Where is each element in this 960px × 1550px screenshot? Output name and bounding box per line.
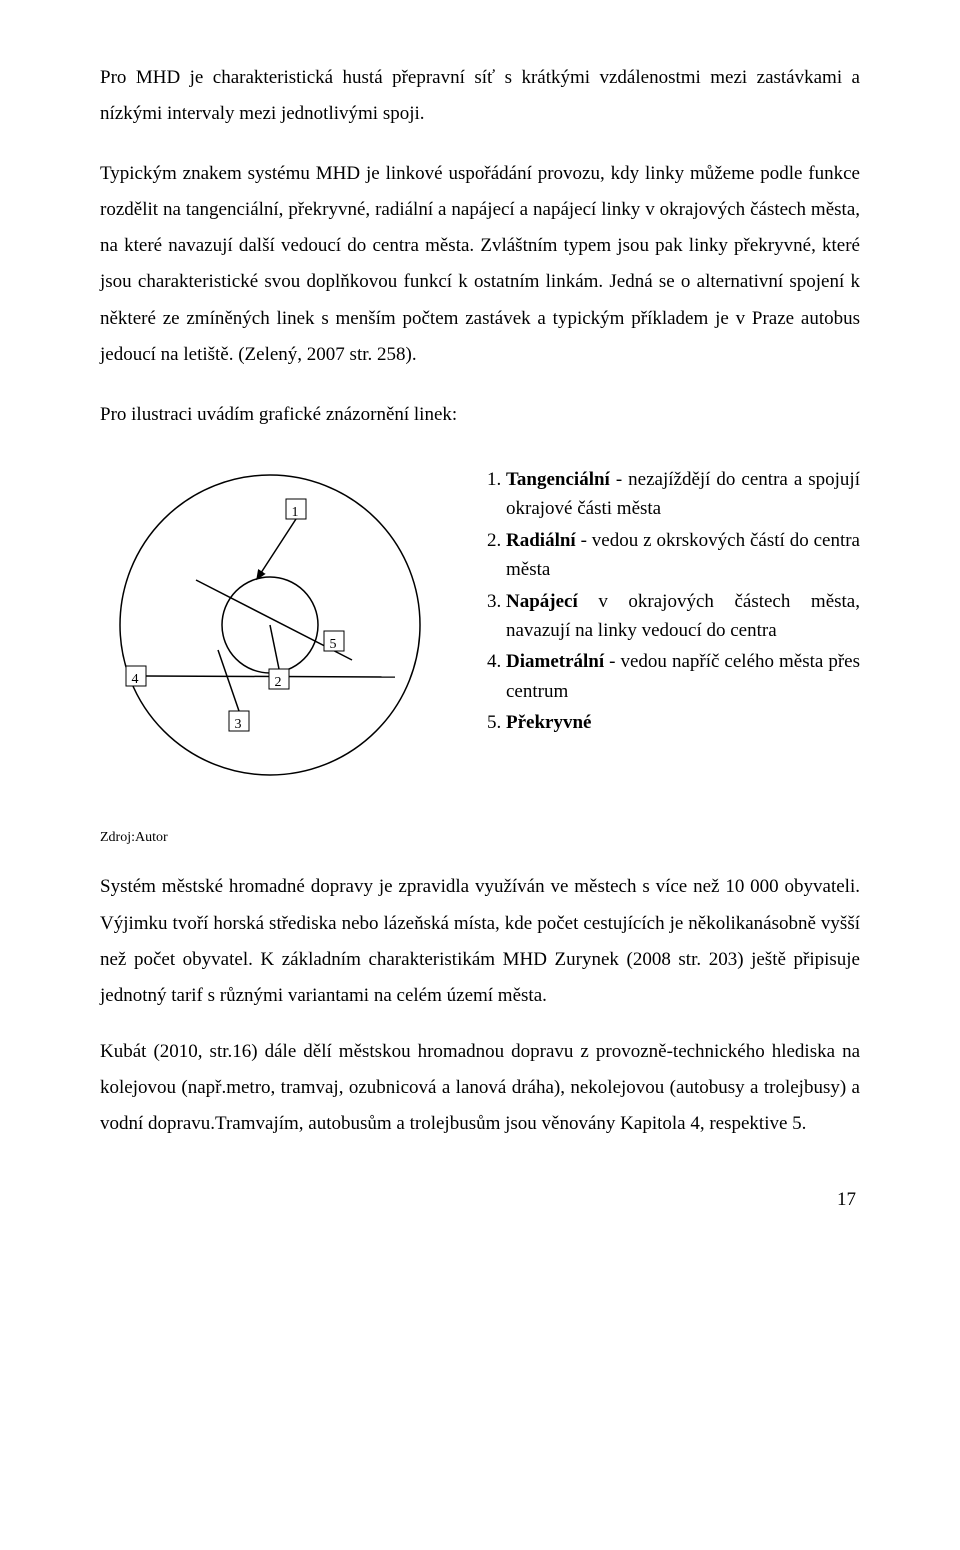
legend-list: Tangenciální - nezajíždějí do centra a s… <box>480 465 860 738</box>
paragraph-4: Systém městské hromadné dopravy je zprav… <box>100 869 860 1013</box>
legend-term: Tangenciální <box>506 469 610 490</box>
svg-text:4: 4 <box>132 672 139 687</box>
legend-term: Radiální <box>506 530 576 551</box>
legend-item: Diametrální - vedou napříč celého města … <box>506 647 860 706</box>
svg-text:5: 5 <box>330 637 337 652</box>
legend-item: Překryvné <box>506 708 860 737</box>
legend-item: Radiální - vedou z okrskových částí do c… <box>506 526 860 585</box>
diagram-cell: 1 2 3 4 5 <box>100 455 440 795</box>
paragraph-1: Pro MHD je charakteristická hustá přepra… <box>100 60 860 132</box>
paragraph-5: Kubát (2010, str.16) dále dělí městskou … <box>100 1034 860 1142</box>
lines-diagram: 1 2 3 4 5 <box>100 455 440 795</box>
svg-text:1: 1 <box>292 505 299 520</box>
illustration-label: Pro ilustraci uvádím grafické znázornění… <box>100 397 860 433</box>
legend-term: Překryvné <box>506 712 591 733</box>
legend-term: Napájecí <box>506 591 578 612</box>
diagram-source: Zdroj:Autor <box>100 825 860 852</box>
svg-text:3: 3 <box>235 717 242 732</box>
paragraph-2: Typickým znakem systému MHD je linkové u… <box>100 156 860 373</box>
legend-item: Tangenciální - nezajíždějí do centra a s… <box>506 465 860 524</box>
legend-term: Diametrální <box>506 651 604 672</box>
legend-item: Napájecí v okrajových částech města, nav… <box>506 587 860 646</box>
diagram-row: 1 2 3 4 5 Tangenciální - nezajíždějí do cent… <box>100 455 860 795</box>
svg-text:2: 2 <box>275 675 282 690</box>
legend-cell: Tangenciální - nezajíždějí do centra a s… <box>480 455 860 740</box>
page-number: 17 <box>100 1182 860 1218</box>
